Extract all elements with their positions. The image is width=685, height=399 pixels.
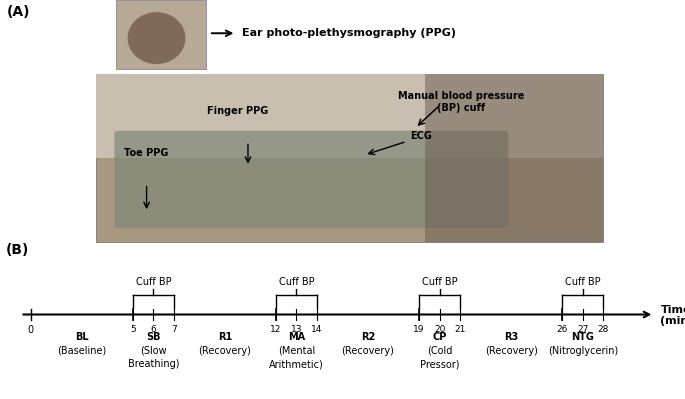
Text: 7: 7 (171, 325, 177, 334)
Text: MA: MA (288, 332, 305, 342)
Text: (Nitroglycerin): (Nitroglycerin) (547, 346, 618, 356)
Text: 14: 14 (311, 325, 323, 334)
Text: R2: R2 (361, 332, 375, 342)
FancyBboxPatch shape (96, 74, 603, 243)
Text: CP: CP (432, 332, 447, 342)
Text: (Recovery): (Recovery) (199, 346, 251, 356)
Bar (425, 74, 603, 243)
Text: 13: 13 (290, 325, 302, 334)
Text: 26: 26 (557, 325, 568, 334)
Text: (Recovery): (Recovery) (342, 346, 395, 356)
Text: (Recovery): (Recovery) (485, 346, 538, 356)
Text: Cuff BP: Cuff BP (279, 277, 314, 287)
Text: Time: Time (660, 305, 685, 315)
Text: 6: 6 (151, 325, 156, 334)
Text: 27: 27 (577, 325, 588, 334)
Text: R1: R1 (218, 332, 232, 342)
Text: (Baseline): (Baseline) (57, 346, 106, 356)
Text: Manual blood pressure
(BP) cuff: Manual blood pressure (BP) cuff (398, 91, 524, 113)
Bar (96, 74, 603, 158)
Text: 0: 0 (27, 325, 34, 335)
Text: 28: 28 (597, 325, 609, 334)
Text: BL: BL (75, 332, 88, 342)
Text: R3: R3 (504, 332, 519, 342)
Text: Cuff BP: Cuff BP (136, 277, 171, 287)
Text: Cuff BP: Cuff BP (565, 277, 601, 287)
Text: NTG: NTG (571, 332, 594, 342)
Text: Ear photo-plethysmography (PPG): Ear photo-plethysmography (PPG) (242, 28, 456, 38)
Text: 21: 21 (454, 325, 466, 334)
Text: 20: 20 (434, 325, 445, 334)
Text: Toe PPG: Toe PPG (125, 148, 169, 158)
Text: (Mental: (Mental (278, 346, 315, 356)
Text: Finger PPG: Finger PPG (207, 106, 269, 116)
Text: 12: 12 (271, 325, 282, 334)
Text: 5: 5 (130, 325, 136, 334)
Text: Breathing): Breathing) (127, 359, 179, 369)
Text: (Cold: (Cold (427, 346, 452, 356)
Text: ECG: ECG (410, 131, 432, 142)
Text: (B): (B) (6, 243, 29, 257)
Text: SB: SB (146, 332, 160, 342)
Text: (min): (min) (660, 316, 685, 326)
Text: Arithmetic): Arithmetic) (269, 359, 324, 369)
Ellipse shape (127, 12, 186, 64)
Text: Pressor): Pressor) (420, 359, 460, 369)
Text: 19: 19 (414, 325, 425, 334)
FancyBboxPatch shape (114, 130, 508, 228)
FancyBboxPatch shape (116, 0, 206, 69)
Text: Cuff BP: Cuff BP (422, 277, 458, 287)
Text: (Slow: (Slow (140, 346, 166, 356)
Text: (A): (A) (7, 5, 30, 19)
